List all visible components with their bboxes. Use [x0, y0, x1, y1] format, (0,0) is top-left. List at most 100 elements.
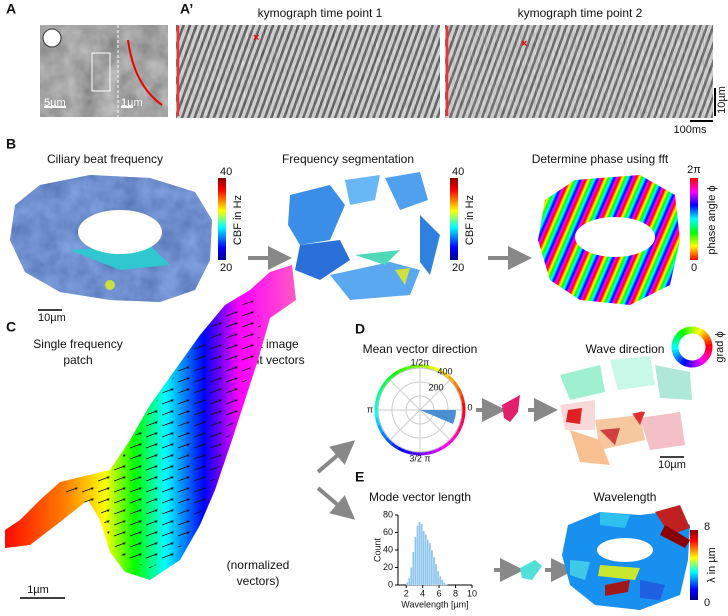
colorbar-min: 0 [704, 597, 710, 609]
hole [597, 538, 653, 562]
polar-ring [377, 424, 384, 433]
bar [412, 551, 415, 586]
polar-label: 200 [428, 382, 443, 392]
panel-label: E [355, 469, 364, 485]
colorbar [450, 178, 458, 260]
polar-ring [374, 409, 379, 418]
scale-label: 5µm [44, 97, 66, 109]
bar [408, 577, 411, 586]
patch-length [520, 560, 542, 580]
polar-ring [397, 446, 406, 453]
polar-ring [456, 424, 463, 433]
polar-ring [447, 437, 455, 445]
bar [443, 582, 446, 586]
polar-label: 400 [437, 366, 452, 376]
hole [599, 392, 651, 414]
bar [414, 536, 417, 586]
colorbar-min: 0 [691, 262, 697, 274]
polar-label: 0 [467, 402, 472, 412]
polar-ring [459, 417, 465, 426]
x-axis-label: Wavelength [µm] [401, 599, 468, 609]
panel-label: D [355, 321, 365, 337]
colorbar-max: 40 [452, 166, 464, 178]
color-wheel [671, 326, 713, 368]
polar-ring [427, 449, 436, 455]
bar [441, 579, 444, 586]
colorbar [690, 178, 698, 260]
polar-ring [390, 442, 399, 450]
subtitle: Determine phase using fft [532, 152, 669, 166]
polar-ring [397, 367, 406, 374]
colorbar [690, 530, 698, 600]
subtitle: Mode vector length [369, 490, 471, 504]
hole [575, 217, 655, 257]
x-tick-label: 6 [437, 588, 442, 598]
subtitle: Wavelength [594, 490, 657, 504]
kymograph-noise [445, 25, 713, 118]
polar-ring [385, 437, 393, 445]
bar [432, 556, 436, 586]
panel-label: C [6, 319, 16, 335]
subtitle: Wave direction [586, 342, 665, 356]
polar-ring [441, 442, 450, 450]
polar-ring [461, 402, 466, 411]
polar-label: 1/2π [411, 357, 430, 367]
scale-label: 10µm [38, 312, 66, 324]
polar-plot [374, 364, 466, 456]
scale-label: 10µm [716, 86, 728, 114]
polar-ring [390, 370, 399, 378]
bar [410, 567, 413, 586]
polar-ring [380, 431, 388, 440]
polar-ring [441, 370, 450, 378]
bar [416, 525, 419, 586]
bar [434, 563, 438, 586]
subtitle: patch [63, 353, 92, 367]
patch-direction [502, 395, 520, 422]
scale-label: 10µm [658, 459, 686, 471]
segmentation-map [288, 172, 440, 300]
bar [430, 549, 434, 586]
colorbar-label: phase angle ϕ [706, 185, 718, 254]
scale-label: 100ms [673, 124, 707, 136]
bar [424, 534, 427, 586]
y-tick-label: 80 [383, 509, 393, 519]
colorbar-label: CBF in Hz [232, 195, 244, 245]
colorbar-max: 2π [687, 164, 701, 176]
polar-label: π [367, 404, 373, 414]
colorbar-label: CBF in Hz [464, 195, 476, 245]
colorbar-label: λ in µm [706, 547, 718, 583]
red-trace [127, 39, 163, 106]
panel-label: B [6, 136, 16, 152]
bar [418, 521, 421, 586]
hole [78, 210, 162, 254]
colorbar-max: 40 [220, 166, 232, 178]
arrow [316, 486, 356, 520]
subtitle: Ciliary beat frequency [47, 152, 163, 166]
polar-ring [404, 365, 413, 371]
bar [438, 576, 442, 586]
kymograph-title: kymograph time point 1 [258, 6, 383, 20]
polar-ring [461, 409, 466, 418]
polar-ring [412, 451, 421, 456]
polar-ring [375, 417, 381, 426]
polar-ring [452, 431, 460, 440]
wheel-label: grad ϕ [714, 331, 726, 362]
x-tick-label: 4 [420, 588, 425, 598]
subtitle: Single frequency [33, 337, 122, 351]
icon [42, 28, 62, 48]
kymograph-title: kymograph time point 2 [518, 6, 643, 20]
x-tick-label: 2 [404, 588, 409, 598]
bar [436, 570, 440, 586]
polar-ring [419, 364, 428, 369]
bar [445, 583, 448, 586]
polar-ring [374, 402, 379, 411]
gradient-vectors [60, 300, 262, 568]
colorbar-min: 20 [452, 262, 464, 274]
note: vectors) [237, 574, 280, 588]
polar-ring [427, 365, 436, 371]
micrograph-zoom [118, 25, 168, 117]
panel-label: A’ [180, 1, 193, 17]
note: (normalized [227, 558, 290, 572]
